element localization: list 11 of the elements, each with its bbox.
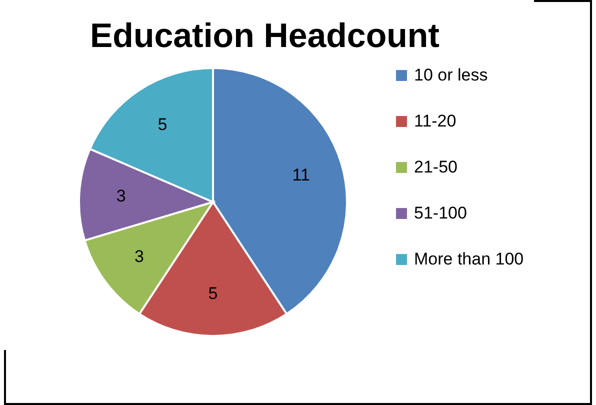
legend-label: More than 100 (414, 250, 524, 268)
legend-label: 51-100 (414, 204, 467, 222)
chart-title: Education Headcount (90, 17, 440, 55)
data-label: 5 (158, 115, 168, 134)
legend-label: 10 or less (414, 66, 488, 84)
data-label: 3 (134, 246, 144, 266)
legend-label: 21-50 (414, 158, 458, 176)
data-label: 11 (292, 166, 310, 185)
data-label: 3 (116, 186, 126, 206)
data-label: 5 (208, 284, 218, 303)
legend-label: 11-20 (414, 112, 456, 130)
